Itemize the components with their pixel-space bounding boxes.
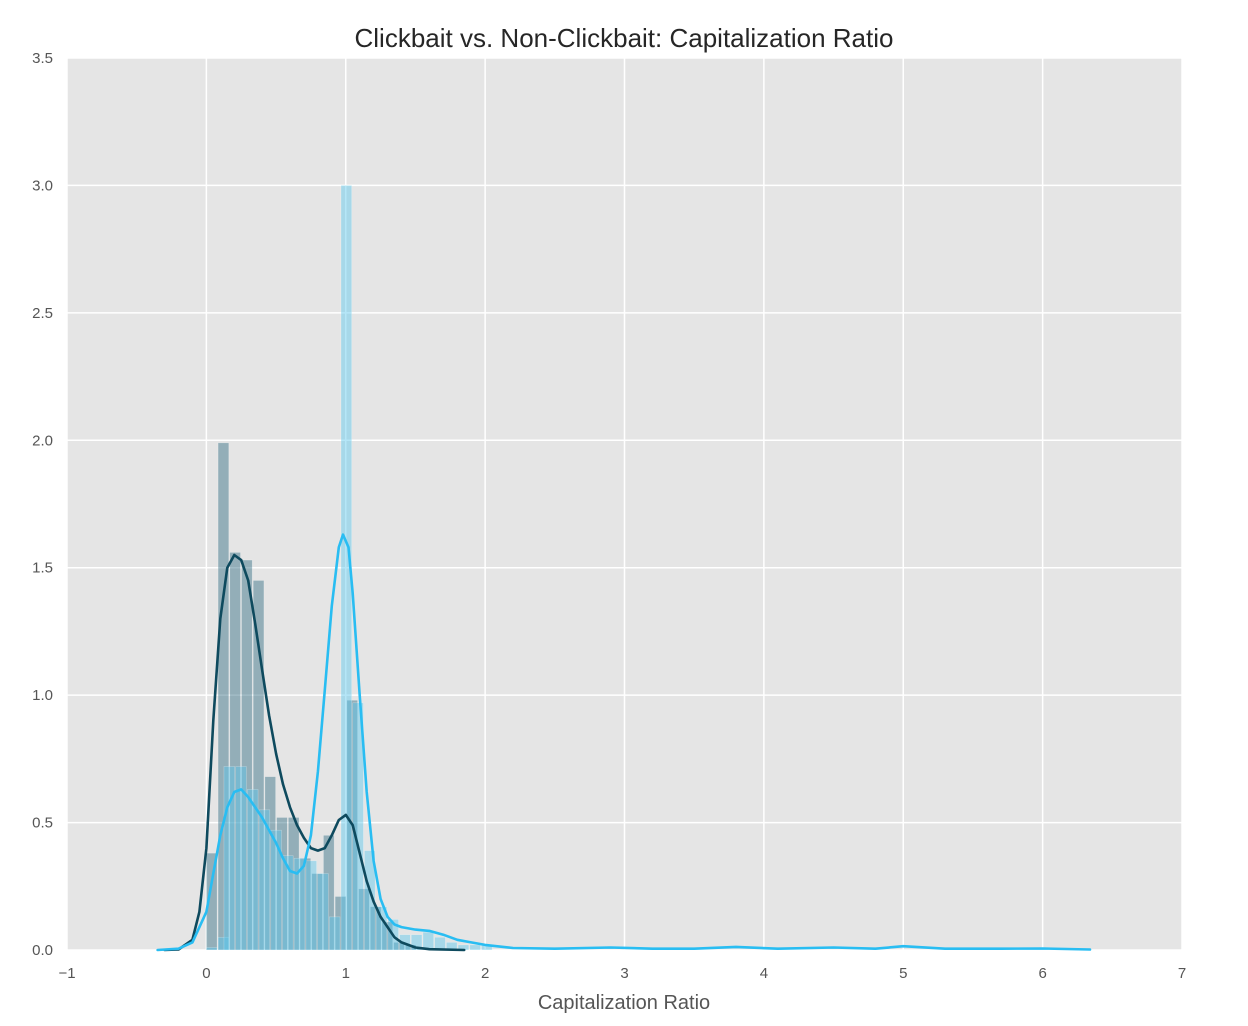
x-tick-label-7: 6 [1038,965,1046,982]
series-0-bar-3 [241,559,253,951]
x-tick-labels: −1 0 1 2 3 4 5 6 7 [58,965,1186,982]
y-tick-label-4: 2.0 [32,432,53,449]
series-0-bar-6 [276,817,288,951]
series-0-bar-5 [264,776,276,951]
x-tick-label-6: 5 [899,965,907,982]
series-1-bar-8 [293,857,306,951]
series-1-bar-18 [410,934,423,951]
x-tick-label-8: 7 [1178,965,1186,982]
series-1-bar-0 [206,947,218,951]
y-tick-label-3: 1.5 [32,560,53,577]
series-1-bar-2 [223,766,235,951]
series-0-bar-4 [252,580,265,951]
y-tick-labels: 0.0 0.5 1.0 1.5 2.0 2.5 3.0 3.5 [32,50,53,959]
series-1-bar-5 [258,809,271,951]
series-0-kde-line [163,553,466,952]
x-axis-label: Capitalization Ratio [538,992,710,1014]
series-0-bar-10 [323,835,335,951]
series-1-bar-12 [340,185,353,951]
x-tick-label-0: −1 [58,965,75,982]
x-tick-label-1: 0 [202,965,210,982]
y-tick-label-0: 0.0 [32,942,53,959]
y-tick-label-2: 1.0 [32,687,53,704]
histogram-bars [206,185,493,951]
y-tick-label-1: 0.5 [32,815,53,832]
series-1-bar-1 [217,936,230,951]
series-1-kde-line [156,533,1092,952]
y-tick-label-5: 2.5 [32,305,53,322]
series-1-bar-3 [235,766,247,951]
series-1-bar-7 [282,855,294,951]
series-1-bar-4 [247,789,259,951]
series-1-bar-10 [317,873,329,951]
chart-title: Clickbait vs. Non-Clickbait: Capitalizat… [355,23,894,53]
series-1-bar-11 [329,916,341,951]
x-tick-label-5: 4 [760,965,768,982]
series-1-bar-6 [270,829,282,951]
series-1-bar-14 [364,850,376,951]
series-1-bar-23 [469,944,481,951]
series-0-bar-0 [206,852,218,951]
y-tick-label-7: 3.5 [32,50,53,67]
series-0-bar-11 [334,896,347,951]
series-1-bar-9 [305,860,317,951]
series-1-bar-15 [375,906,388,951]
series-0-bar-13 [358,888,370,951]
y-tick-label-6: 3.0 [32,177,53,194]
x-tick-label-3: 2 [481,965,489,982]
series-0-bar-9 [311,873,323,951]
series-0-bar-16 [393,942,405,951]
kde-curves [156,533,1092,952]
series-0-bar-1 [217,442,230,951]
x-tick-label-2: 1 [342,965,350,982]
series-0-bar-2 [229,552,241,951]
x-tick-label-4: 3 [620,965,628,982]
